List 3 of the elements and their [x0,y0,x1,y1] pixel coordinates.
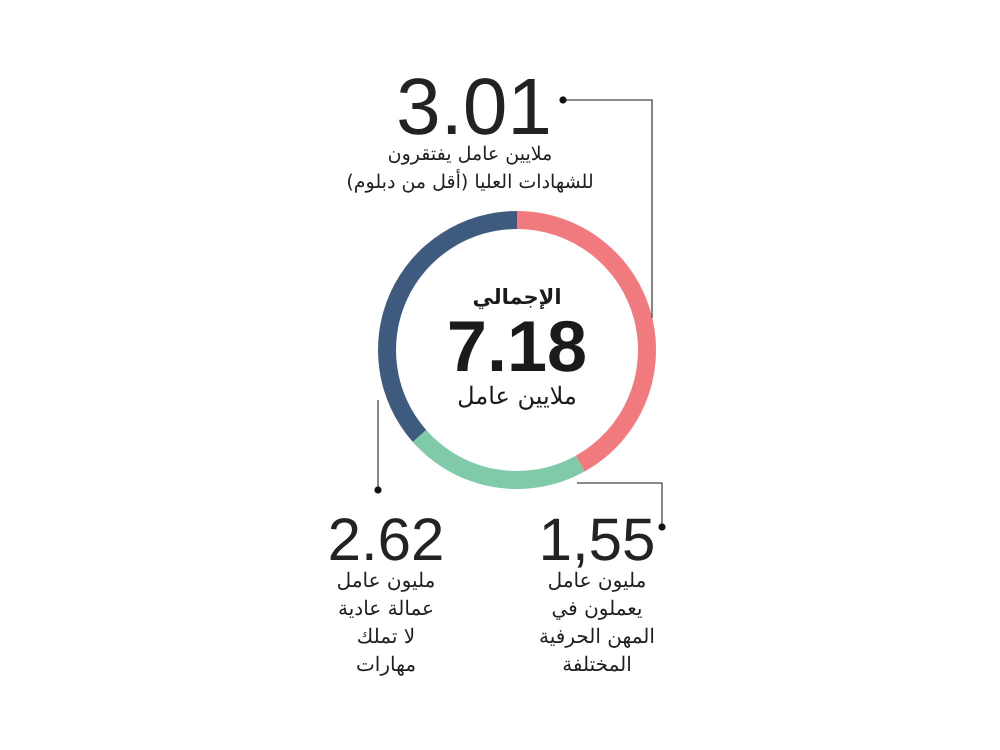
donut-slice [412,430,585,489]
text: ملايين عامل [457,382,577,410]
text: الإجمالي [472,285,562,310]
